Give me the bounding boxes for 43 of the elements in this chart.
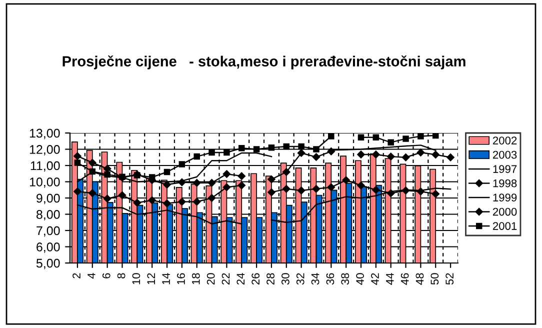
x-tick-label: 10 [132, 273, 140, 284]
x-tick-label: 2 [72, 273, 80, 278]
x-tick-label: 48 [416, 273, 424, 285]
x-tick-label: 4 [88, 273, 96, 279]
x-tick-label: 50 [430, 273, 439, 285]
x-tick-label: 8 [117, 273, 126, 278]
x-tick-label: 20 [206, 273, 215, 285]
legend-label: 2001 [492, 222, 517, 230]
legend-label: 2000 [492, 208, 517, 216]
x-tick-label: 16 [177, 273, 185, 284]
legend-label: 2003 [492, 150, 517, 159]
x-tick-label: 32 [296, 273, 304, 285]
x-tick-label: 18 [192, 273, 200, 284]
x-tick-label: 6 [102, 273, 110, 278]
x-tick-label: 26 [252, 273, 260, 285]
x-tick-label: 34 [311, 273, 320, 285]
x-tick-label: 22 [222, 273, 230, 285]
legend-label: 1999 [493, 194, 517, 202]
x-tick-label: 52 [446, 273, 454, 285]
x-tick-label: 38 [341, 273, 350, 285]
y-tick-label: 12,00 [30, 145, 60, 156]
x-tick-label: 40 [356, 273, 364, 285]
y-tick-label: 6,00 [36, 242, 60, 253]
legend-label: 1998 [493, 179, 517, 188]
y-tick-label: 10,00 [30, 178, 60, 188]
y-tick-label: 11,00 [30, 161, 60, 172]
x-tick-label: 14 [162, 273, 170, 284]
x-tick-label: 42 [371, 273, 379, 285]
y-tick-label: 9,00 [36, 194, 60, 204]
x-tick-label: 24 [236, 273, 244, 285]
x-tick-label: 36 [326, 273, 334, 285]
y-tick-label: 13,00 [30, 128, 60, 140]
x-tick-label: 44 [386, 273, 394, 285]
chart-title: Prosječne cijene - stoka,meso i prerađevine-stočni sajam [62, 55, 466, 70]
x-tick-label: 28 [266, 273, 274, 285]
x-tick-label: 46 [400, 273, 409, 285]
legend-label: 2002 [492, 136, 517, 144]
legend-label: 1997 [493, 165, 517, 173]
x-tick-label: 30 [282, 273, 290, 285]
y-tick-label: 7,00 [36, 226, 60, 237]
y-tick-label: 5,00 [36, 258, 60, 270]
y-tick-label: 8,00 [36, 210, 60, 220]
x-tick-label: 12 [147, 273, 155, 284]
